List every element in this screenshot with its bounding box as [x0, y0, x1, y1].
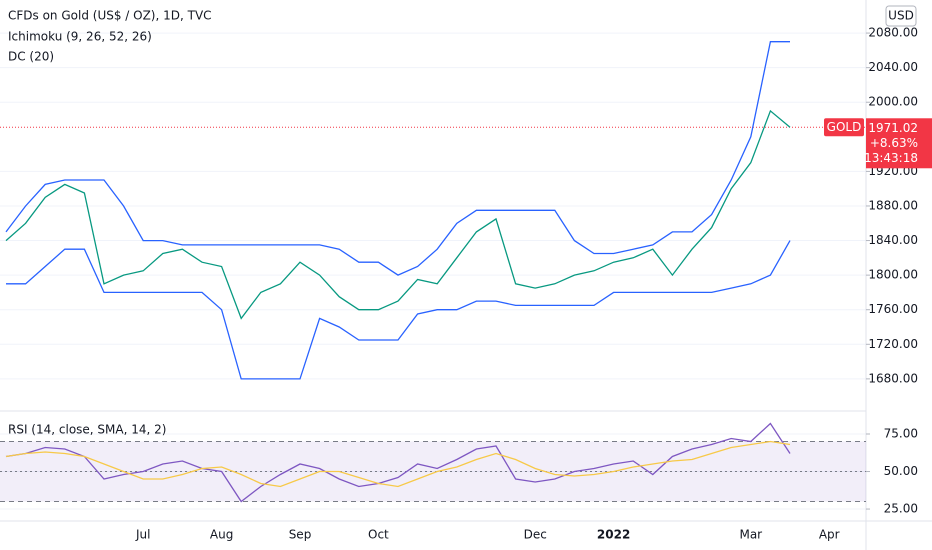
y-tick-label: 75.00	[884, 427, 918, 441]
x-tick-label: Mar	[739, 528, 762, 542]
price-tag	[866, 118, 932, 169]
series-line	[5, 440, 791, 488]
symbol-tag-text: GOLD	[827, 120, 862, 134]
x-tick-label: Oct	[368, 528, 389, 542]
y-tick-label: 1880.00	[868, 198, 918, 212]
y-tick-label: 2040.00	[868, 60, 918, 74]
y-tick-label: 2080.00	[868, 26, 918, 40]
currency-label[interactable]: USD	[888, 9, 914, 23]
x-tick-label: Sep	[289, 528, 312, 542]
symbol-tag	[824, 118, 864, 137]
indicator-label: Ichimoku (9, 26, 52, 26)	[8, 30, 152, 44]
y-tick-label: 1800.00	[868, 268, 918, 282]
x-tick-label: Jul	[135, 528, 150, 542]
y-tick-label: 25.00	[884, 502, 918, 516]
currency-box[interactable]	[885, 5, 917, 27]
countdown-text: 13:43:18	[864, 151, 918, 165]
y-tick-label: 1840.00	[868, 233, 918, 247]
y-tick-label: 1760.00	[868, 302, 918, 316]
chart-title: CFDs on Gold (US$ / OZ), 1D, TVC	[8, 9, 212, 23]
y-tick-label: 50.00	[884, 464, 918, 478]
indicator-label: DC (20)	[8, 50, 54, 64]
series-line	[6, 240, 791, 380]
x-tick-label: 2022	[597, 528, 630, 542]
rsi-title: RSI (14, close, SMA, 14, 2)	[8, 423, 166, 437]
x-tick-label: Apr	[819, 528, 840, 542]
x-tick-label: Aug	[210, 528, 233, 542]
y-tick-label: 1680.00	[868, 371, 918, 385]
series-line	[5, 109, 791, 320]
x-tick-label: Dec	[524, 528, 547, 542]
price-change-text: +8.63%	[870, 136, 918, 150]
price-tag-text: 1971.02	[868, 121, 918, 135]
series-line	[5, 422, 791, 503]
y-tick-label: 2000.00	[868, 95, 918, 109]
series-line	[5, 41, 790, 276]
y-tick-label: 1720.00	[868, 337, 918, 351]
